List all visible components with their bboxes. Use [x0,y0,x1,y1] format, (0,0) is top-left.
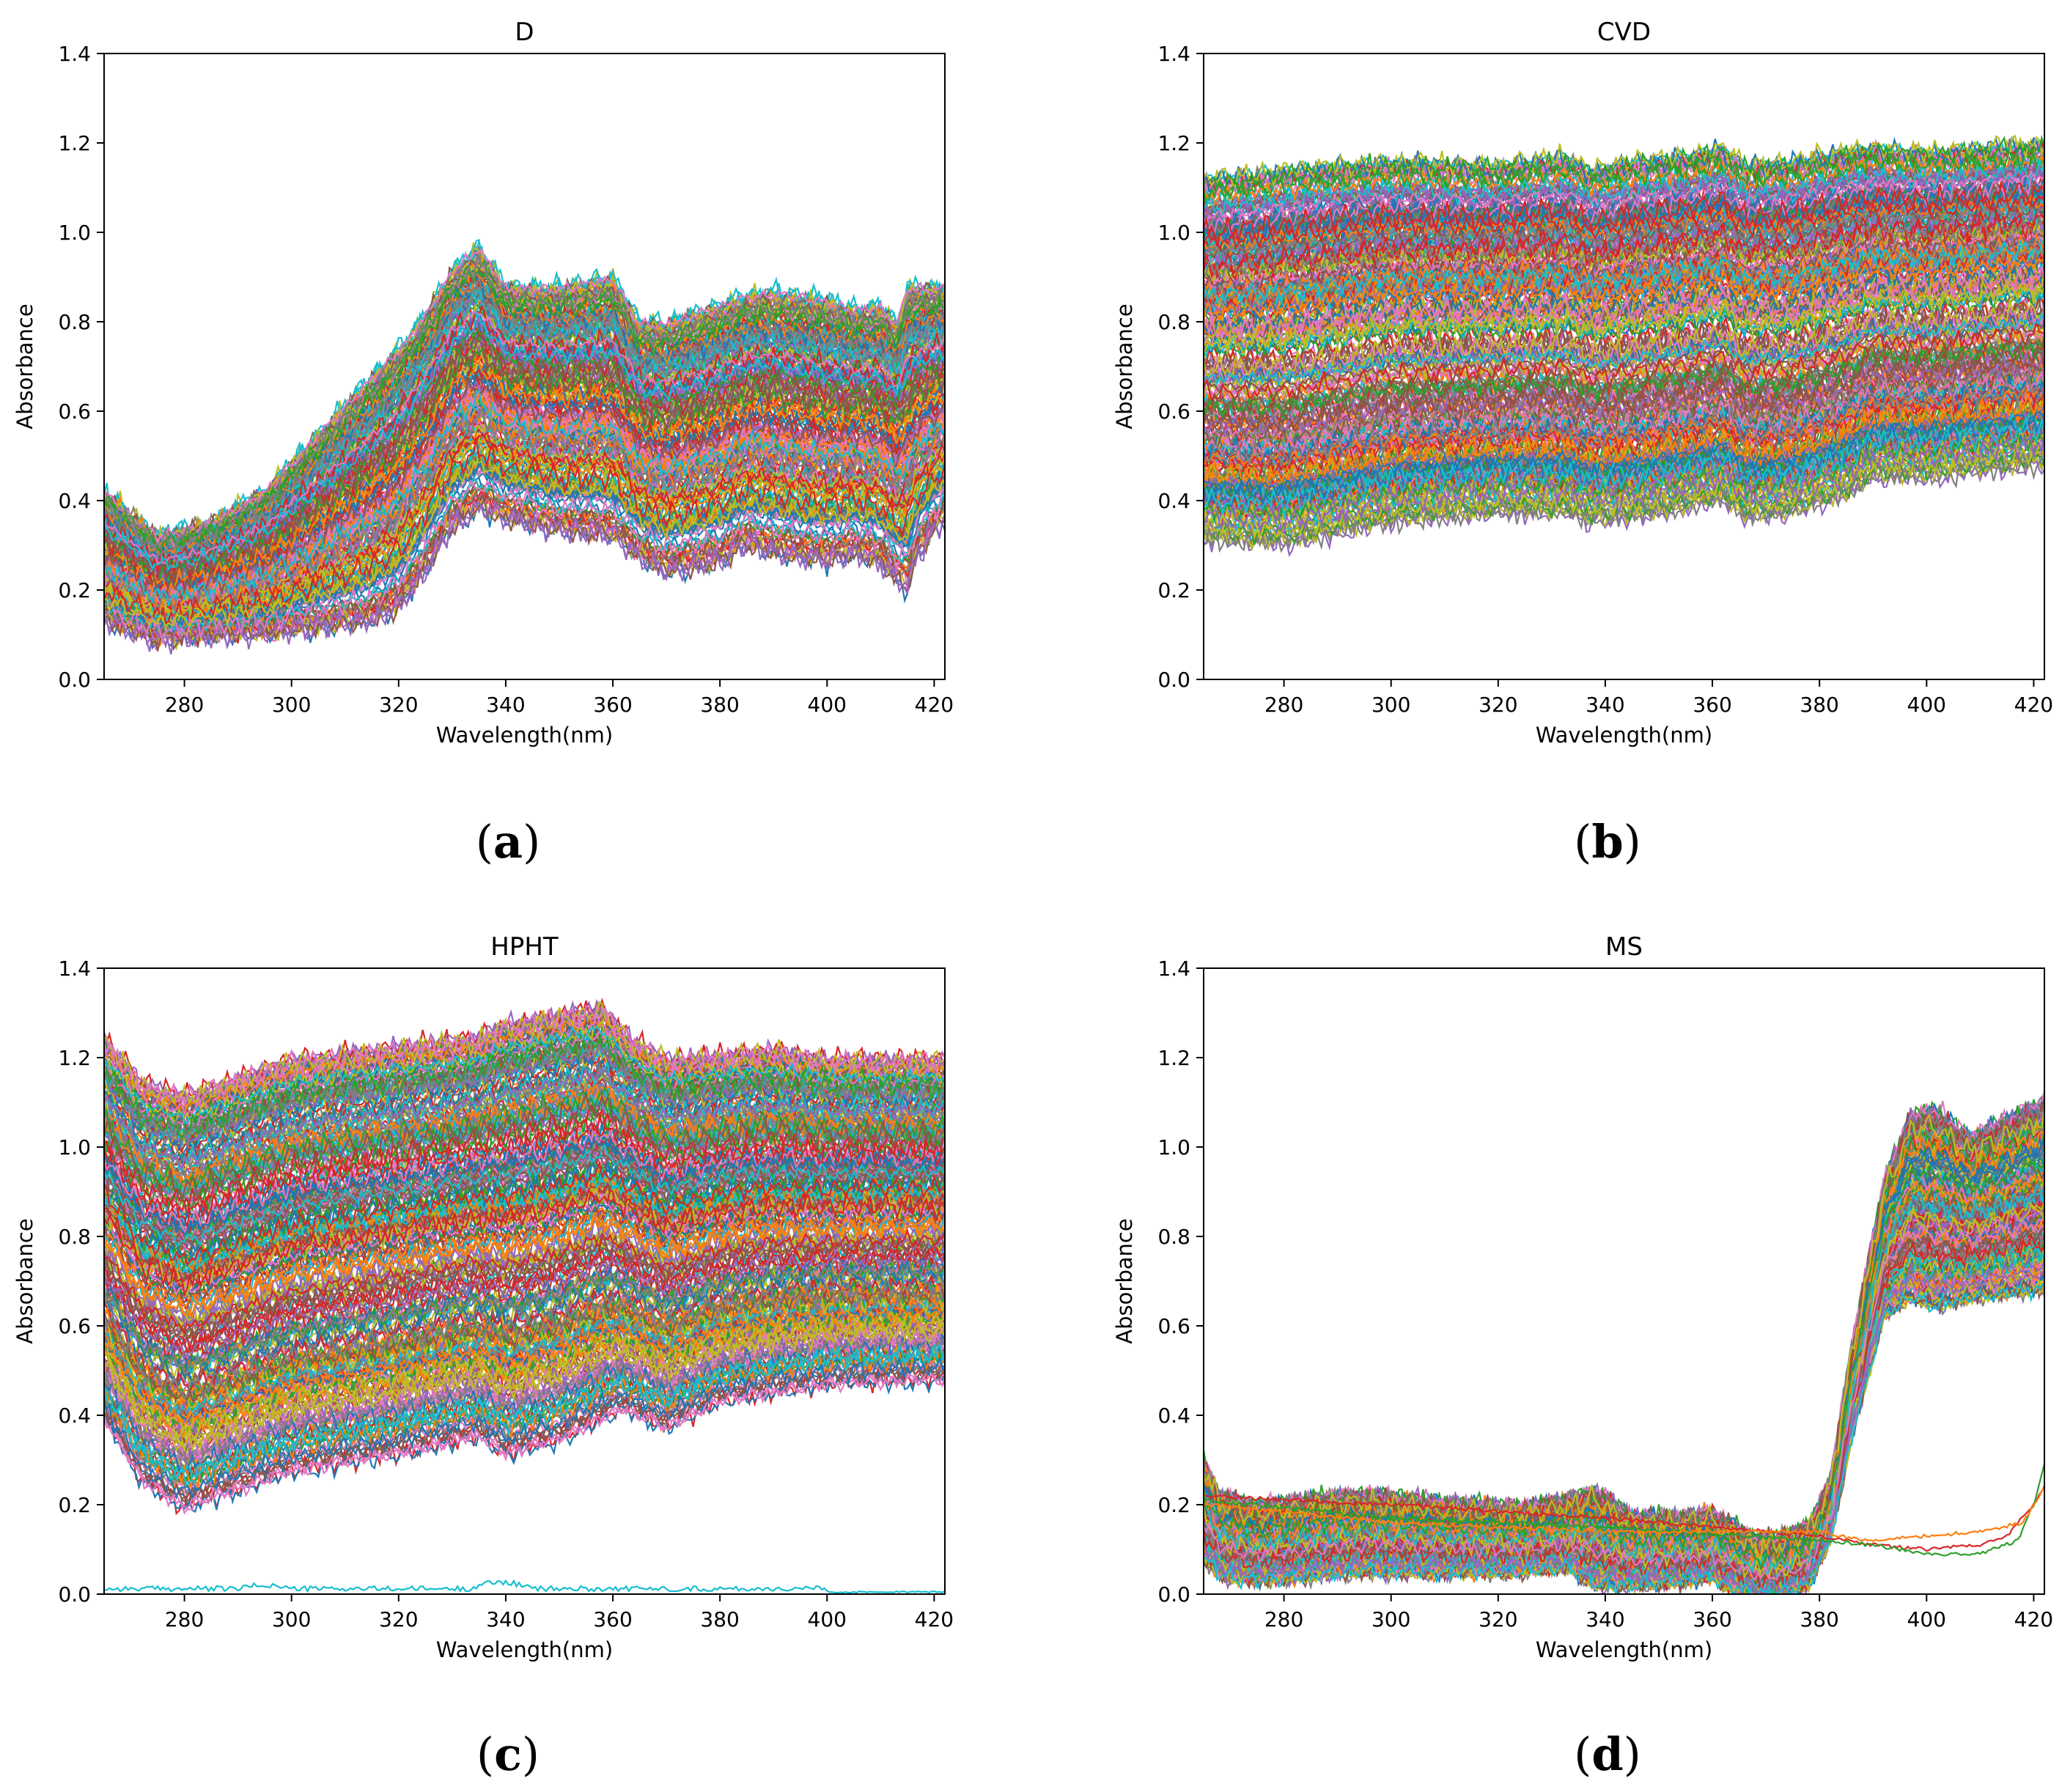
y-tick-label: 1.0 [58,1135,91,1159]
series-group [104,240,945,655]
x-tick-label: 340 [1586,1607,1624,1631]
x-tick-label: 280 [165,1607,204,1631]
x-tick-label: 280 [1264,1607,1303,1631]
y-axis-label: Absorbance [12,303,37,429]
x-tick-label: 380 [700,693,739,717]
y-tick-label: 1.2 [1157,131,1190,155]
y-tick-label: 0.0 [58,668,91,692]
x-tick-label: 300 [272,693,311,717]
panel-b: 280 300 320 340 360 380 400 420 0.0 0.2 0.4 0.6 0.8 1… [1112,18,2053,748]
y-axis-label: Absorbance [12,1218,37,1343]
y-tick-label: 0.6 [58,1314,91,1338]
x-tick-label: 340 [1586,693,1624,717]
x-tick-label: 420 [915,1607,954,1631]
y-tick-label: 0.4 [58,1404,91,1428]
x-tick-label: 300 [1371,1607,1410,1631]
y-tick-label: 1.2 [58,131,91,155]
y-tick-label: 1.4 [58,956,91,981]
x-tick-label: 360 [1693,1607,1731,1631]
y-tick-label: 0.8 [1157,310,1190,334]
y-tick-label: 0.4 [1157,1404,1190,1428]
chart-title: MS [1605,932,1643,962]
caption-d: (d) [1574,1728,1641,1781]
panel-d: 280 300 320 340 360 380 400 420 0.0 0.2 0.4 0.6 0.8 1… [1112,932,2053,1662]
y-tick-label: 0.2 [1157,1493,1190,1517]
y-tick-label: 1.0 [1157,1135,1190,1159]
y-tick-label: 0.0 [58,1582,91,1607]
y-tick-label: 0.8 [58,1225,91,1249]
y-tick-label: 1.0 [1157,221,1190,245]
x-tick-label: 320 [379,693,418,717]
x-axis-label: Wavelength(nm) [436,1637,613,1662]
x-tick-label: 400 [1907,1607,1946,1631]
x-tick-label: 400 [808,1607,847,1631]
chart-title: D [515,18,534,47]
y-tick-label: 1.4 [1157,956,1190,981]
x-tick-label: 360 [1693,693,1731,717]
x-tick-label: 340 [486,693,525,717]
y-tick-label: 0.8 [1157,1225,1190,1249]
x-tick-label: 320 [1479,1607,1517,1631]
x-axis-label: Wavelength(nm) [1536,1637,1712,1662]
x-tick-label: 400 [808,693,847,717]
x-tick-label: 280 [1264,693,1303,717]
y-tick-label: 1.4 [58,42,91,66]
chart-title: CVD [1597,18,1651,47]
x-tick-label: 420 [915,693,954,717]
series-group [104,1000,945,1593]
x-tick-label: 380 [1800,1607,1838,1631]
x-tick-label: 340 [486,1607,525,1631]
x-tick-label: 300 [1371,693,1410,717]
x-tick-label: 320 [1479,693,1517,717]
y-tick-label: 0.2 [58,1493,91,1517]
y-tick-label: 0.4 [58,489,91,513]
y-tick-label: 0.2 [58,578,91,602]
y-tick-label: 1.2 [1157,1046,1190,1070]
caption-a: (a) [476,815,541,869]
x-axis-label: Wavelength(nm) [436,723,613,748]
y-tick-label: 0.8 [58,310,91,334]
y-tick-label: 0.2 [1157,578,1190,602]
y-tick-label: 1.4 [1157,42,1190,66]
y-tick-label: 0.6 [1157,399,1190,424]
x-tick-label: 380 [1800,693,1838,717]
series-line-outlier [104,1581,945,1593]
caption-b: (b) [1574,815,1641,869]
y-tick-label: 1.0 [58,221,91,245]
x-tick-label: 360 [593,1607,632,1631]
x-tick-label: 360 [593,693,632,717]
series-group [1204,1090,2044,1606]
x-tick-label: 400 [1907,693,1946,717]
x-tick-label: 300 [272,1607,311,1631]
x-tick-label: 280 [165,693,204,717]
y-tick-label: 0.6 [1157,1314,1190,1338]
y-axis-label: Absorbance [1112,303,1137,429]
y-tick-label: 0.4 [1157,489,1190,513]
y-axis-label: Absorbance [1112,1218,1137,1343]
series-group [1204,136,2044,556]
panel-a: 280 300 320 340 360 380 400 420 0.0 0.2 0.4 0.6 0.8 1… [12,18,954,748]
x-axis-label: Wavelength(nm) [1536,723,1712,748]
x-tick-label: 420 [2014,693,2053,717]
x-tick-label: 320 [379,1607,418,1631]
y-tick-label: 0.0 [1157,668,1190,692]
chart-title: HPHT [490,932,559,962]
x-tick-label: 420 [2014,1607,2053,1631]
x-tick-label: 380 [700,1607,739,1631]
caption-c: (c) [476,1728,540,1781]
y-tick-label: 0.0 [1157,1582,1190,1607]
y-tick-label: 0.6 [58,399,91,424]
y-tick-label: 1.2 [58,1046,91,1070]
panel-c: 280 300 320 340 360 380 400 420 0.0 0.2 0.4 0.6 0.8 1… [12,932,954,1662]
